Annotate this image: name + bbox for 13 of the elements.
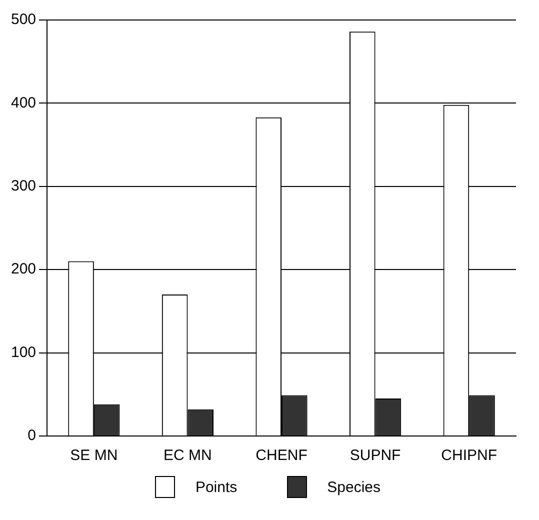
x-tick-label: CHENF bbox=[256, 447, 308, 464]
y-tick-label: 400 bbox=[10, 94, 36, 112]
x-tick-label: SUPNF bbox=[350, 447, 401, 464]
text: Points bbox=[195, 478, 238, 496]
y-tick-label: 200 bbox=[10, 260, 36, 278]
y-tick-label: 500 bbox=[10, 11, 36, 28]
x-tick-label: EC MN bbox=[164, 447, 212, 464]
y-tick-label: 300 bbox=[10, 178, 36, 195]
y-tick-label: 100 bbox=[10, 344, 36, 361]
y-tick-label: 0 bbox=[28, 427, 36, 444]
x-tick-label: CHIPNF bbox=[441, 447, 498, 464]
legend-label: Species bbox=[327, 478, 381, 496]
x-tick-label: SE MN bbox=[70, 447, 118, 464]
